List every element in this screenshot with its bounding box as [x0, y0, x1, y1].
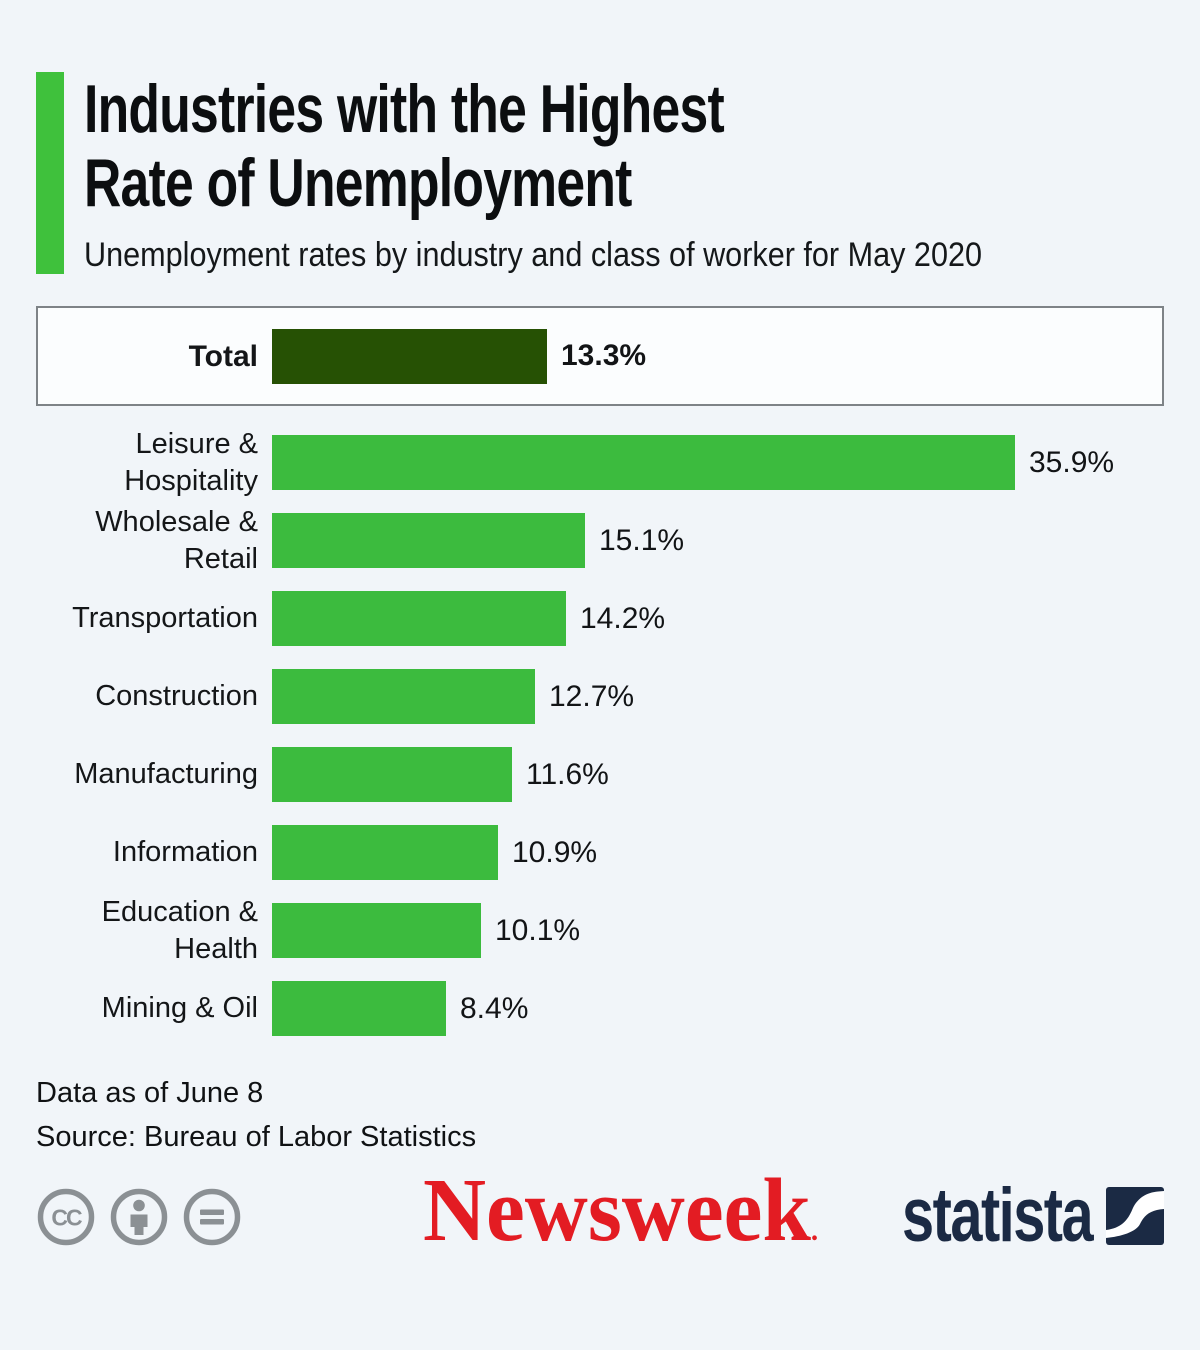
bar-value-label: 12.7%: [549, 679, 635, 713]
bar: [272, 669, 535, 724]
total-summary-box: Total 13.3%: [36, 306, 1164, 406]
bar-value-label: 10.9%: [512, 835, 598, 869]
bar: [272, 747, 512, 802]
branding-row: CC Newsweek. statista: [36, 1166, 1164, 1258]
bar-value-label: 8.4%: [460, 991, 529, 1025]
chart-row: Manufacturing 11.6%: [0, 747, 1200, 802]
header-text: Industries with the Highest Rate of Unem…: [84, 72, 1082, 274]
newsweek-trademark-dot: .: [810, 1214, 819, 1247]
category-label: Information: [112, 836, 258, 868]
newsweek-wordmark: Newsweek: [423, 1161, 811, 1260]
equals-icon: [183, 1188, 241, 1246]
bar-value-label: 14.2%: [580, 601, 666, 635]
page-subtitle: Unemployment rates by industry and class…: [84, 236, 983, 274]
title-accent-bar: [36, 72, 64, 274]
category-label: Manufacturing: [74, 758, 258, 790]
category-label: Wholesale & Retail: [95, 505, 258, 575]
chart-row: Wholesale & Retail 15.1%: [0, 506, 1200, 575]
bar-value-label: 10.1%: [495, 913, 581, 947]
chart-row: Education & Health 10.1%: [0, 896, 1200, 965]
bar: [272, 825, 498, 880]
total-label: Total: [188, 339, 258, 373]
chart-row: Transportation 14.2%: [0, 591, 1200, 646]
bar: [272, 435, 1015, 490]
source-note: Source: Bureau of Labor Statistics: [36, 1121, 477, 1153]
statista-swoosh-icon: [1106, 1187, 1164, 1245]
title-line-2: Rate of Unemployment: [84, 145, 632, 221]
bar-value-label: 35.9%: [1029, 445, 1115, 479]
chart-row: Leisure & Hospitality 35.9%: [0, 428, 1200, 497]
bar: [272, 903, 481, 958]
category-label: Leisure & Hospitality: [124, 427, 258, 497]
bar: [272, 513, 585, 568]
header: Industries with the Highest Rate of Unem…: [36, 72, 1164, 274]
infographic: Industries with the Highest Rate of Unem…: [0, 72, 1200, 1350]
category-label: Construction: [95, 680, 258, 712]
total-row: Total 13.3%: [38, 328, 647, 384]
category-label: Education & Health: [101, 895, 258, 965]
creative-commons-badges: CC: [36, 1187, 242, 1247]
chart-row: Information 10.9%: [0, 825, 1200, 880]
attribution-person-icon: [110, 1188, 168, 1246]
newsweek-logo: Newsweek.: [423, 1166, 819, 1269]
chart-row: Construction 12.7%: [0, 669, 1200, 724]
bar-chart: Leisure & Hospitality 35.9% Wholesale & Re…: [0, 428, 1200, 1036]
svg-text:CC: CC: [51, 1205, 82, 1231]
category-label: Transportation: [72, 602, 258, 634]
data-note: Data as of June 8: [36, 1077, 264, 1109]
total-value-label: 13.3%: [561, 339, 647, 372]
bar-value-label: 15.1%: [599, 523, 685, 557]
chart-row: Mining & Oil 8.4%: [0, 981, 1200, 1036]
statista-wordmark: statista: [901, 1173, 1094, 1258]
title-line-1: Industries with the Highest: [84, 71, 725, 147]
bar: [272, 591, 566, 646]
page-title: Industries with the Highest Rate of Unem…: [84, 72, 842, 220]
cc-icon: CC: [37, 1188, 95, 1246]
total-bar: [272, 328, 547, 384]
bar-value-label: 11.6%: [526, 757, 609, 791]
category-label: Mining & Oil: [101, 992, 258, 1024]
statista-logo: statista: [842, 1173, 1164, 1258]
bar: [272, 981, 446, 1036]
